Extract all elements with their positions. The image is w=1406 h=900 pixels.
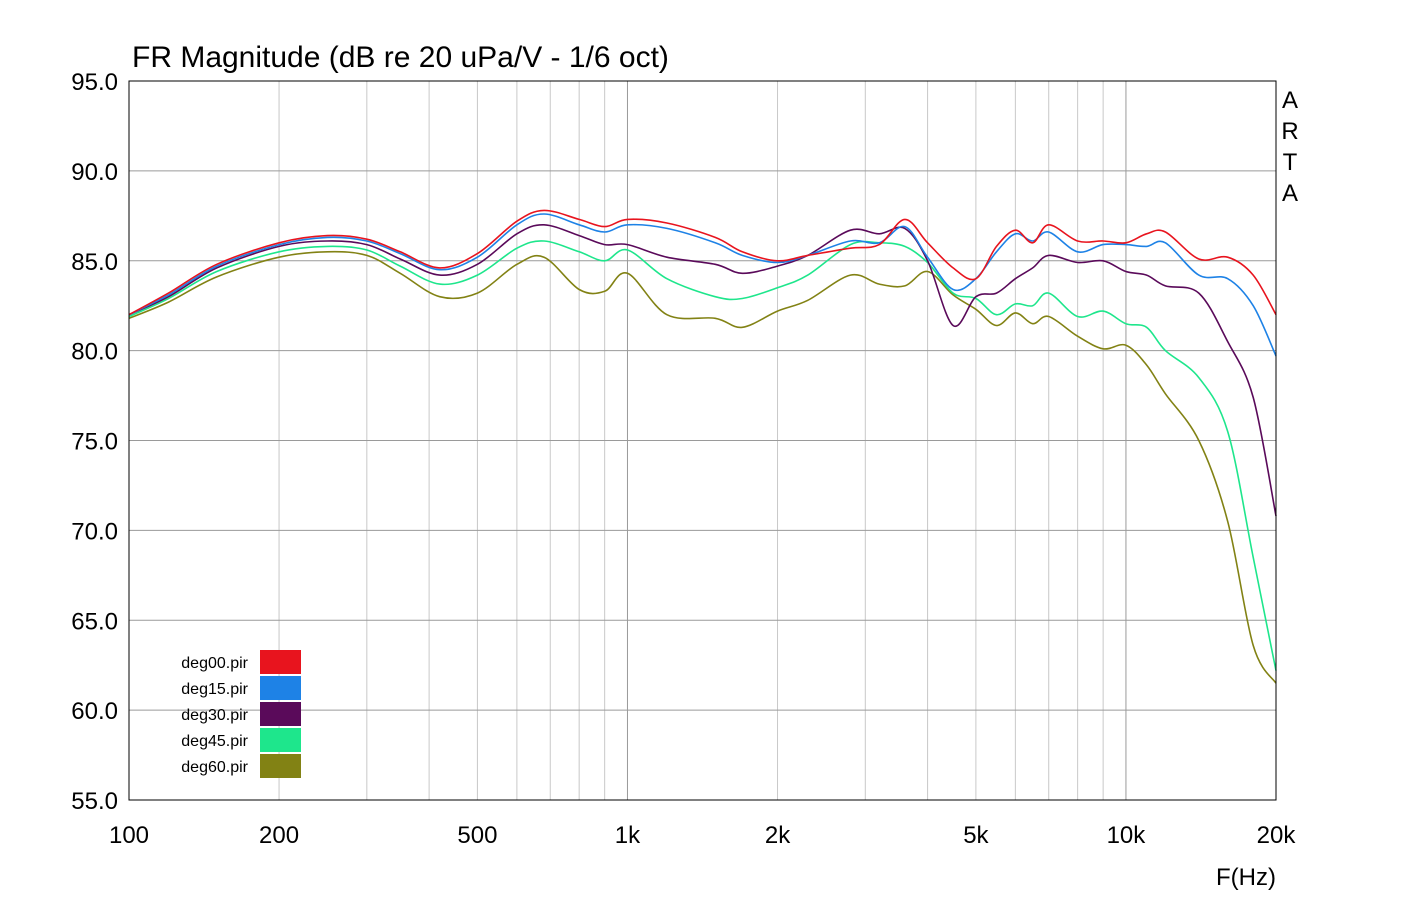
- brand-letter: A: [1282, 180, 1298, 207]
- y-tick-label: 95.0: [71, 69, 118, 96]
- plot-border: [128, 80, 1277, 801]
- x-axis-label: F(Hz): [1216, 864, 1276, 891]
- legend-label: deg60.pir: [181, 759, 248, 776]
- series-lines: [128, 209, 1277, 684]
- legend-swatch: [260, 728, 301, 752]
- y-tick-label: 65.0: [71, 608, 118, 635]
- series-line-deg15: [128, 213, 1277, 357]
- y-tick-label: 70.0: [71, 518, 118, 545]
- legend-swatch: [260, 650, 301, 674]
- x-tick-label: 200: [259, 822, 299, 849]
- legend-swatch: [260, 676, 301, 700]
- x-tick-label: 1k: [615, 822, 641, 849]
- x-tick-label: 500: [457, 822, 497, 849]
- x-tick-label: 20k: [1257, 822, 1297, 849]
- y-tick-label: 55.0: [71, 788, 118, 815]
- y-axis: 95.0 90.0 85.0 80.0 75.0 70.0 65.0 60.0 55.0: [71, 69, 118, 815]
- series-line-deg60: [128, 250, 1277, 684]
- legend: deg00.pir deg15.pir deg30.pir deg45.pir deg6…: [181, 650, 301, 778]
- legend-label: deg15.pir: [181, 681, 248, 698]
- x-tick-label: 5k: [963, 822, 989, 849]
- legend-label: deg45.pir: [181, 733, 248, 750]
- legend-swatch: [260, 754, 301, 778]
- series-line-deg00: [128, 209, 1277, 316]
- legend-label: deg30.pir: [181, 707, 248, 724]
- grid: [129, 81, 1276, 800]
- x-tick-label: 10k: [1107, 822, 1147, 849]
- y-tick-label: 60.0: [71, 698, 118, 725]
- y-tick-label: 85.0: [71, 249, 118, 276]
- brand-letter: T: [1283, 149, 1298, 176]
- legend-swatch: [260, 702, 301, 726]
- y-tick-label: 75.0: [71, 429, 118, 456]
- y-tick-label: 90.0: [71, 159, 118, 186]
- brand-letter: R: [1281, 118, 1298, 145]
- x-tick-label: 2k: [765, 822, 791, 849]
- y-tick-label: 80.0: [71, 339, 118, 366]
- legend-label: deg00.pir: [181, 655, 248, 672]
- series-line-deg45: [128, 240, 1277, 671]
- chart-title: FR Magnitude (dB re 20 uPa/V - 1/6 oct): [132, 41, 669, 74]
- series-line-deg30: [128, 223, 1277, 517]
- x-axis: 100 200 500 1k 2k 5k 10k 20k: [109, 822, 1296, 849]
- x-tick-label: 100: [109, 822, 149, 849]
- brand-letter: A: [1282, 87, 1298, 114]
